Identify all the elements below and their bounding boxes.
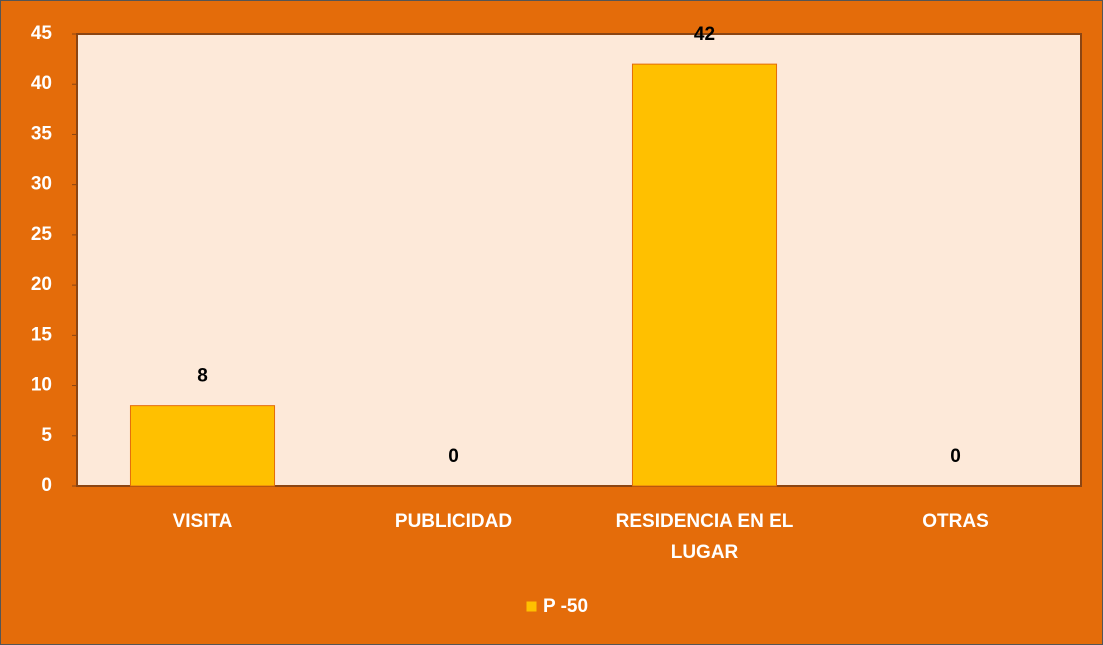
data-label: 0 [448, 446, 459, 467]
y-tick-label: 45 [31, 23, 53, 44]
y-tick-label: 35 [31, 123, 53, 144]
data-label: 0 [950, 446, 961, 467]
y-tick-label: 30 [31, 174, 52, 195]
data-label: 42 [694, 24, 715, 45]
y-tick-label: 25 [31, 224, 53, 245]
label-line: LUGAR [671, 542, 739, 563]
x-tick-label: OTRAS [922, 511, 989, 532]
y-tick-label: 0 [41, 475, 52, 496]
label-line: RESIDENCIA EN EL [616, 511, 794, 532]
x-tick-label: VISITA [173, 511, 233, 532]
y-tick-label: 5 [41, 425, 52, 446]
legend-swatch [525, 600, 538, 613]
x-tick-label: RESIDENCIA EN EL LUGAR [616, 511, 794, 563]
x-tick-label: PUBLICIDAD [395, 511, 512, 532]
bar [631, 63, 778, 487]
y-tick-label: 40 [31, 73, 52, 94]
data-label: 8 [197, 366, 208, 387]
legend-label: P -50 [543, 596, 588, 617]
y-tick-label: 15 [31, 324, 53, 345]
bar [129, 405, 276, 487]
y-tick-label: 10 [31, 375, 52, 396]
y-tick-label: 20 [31, 274, 52, 295]
